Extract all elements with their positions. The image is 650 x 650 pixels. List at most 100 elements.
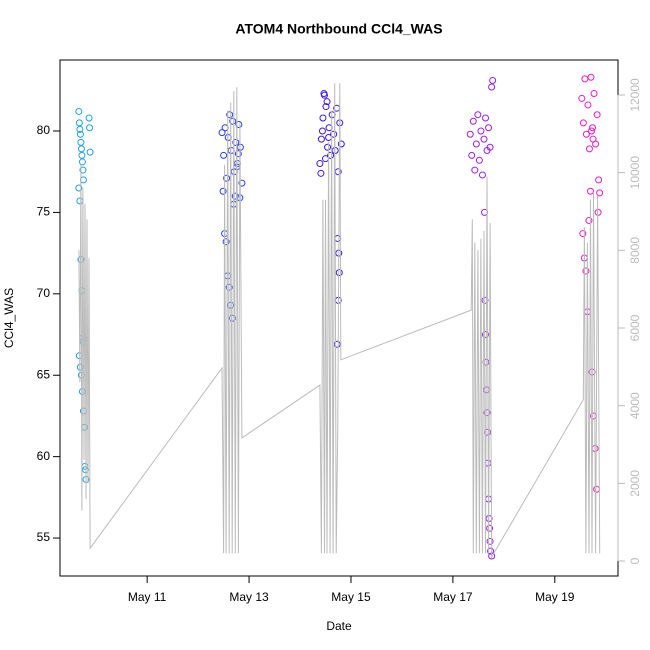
data-point	[79, 166, 87, 174]
y-tick-label: 80	[37, 123, 51, 137]
y-tick-label: 60	[37, 449, 51, 463]
data-point	[471, 166, 479, 174]
data-point	[593, 111, 601, 119]
data-point	[318, 127, 326, 135]
data-point	[478, 171, 486, 179]
y-axis-label: CCl4_WAS	[2, 288, 16, 348]
data-point	[324, 143, 332, 151]
data-point	[586, 187, 594, 195]
data-point	[593, 485, 601, 493]
data-point	[85, 114, 93, 122]
data-point	[582, 267, 590, 275]
data-point	[581, 75, 589, 83]
data-point	[227, 301, 235, 309]
data-point	[78, 287, 86, 295]
y-tick-label: 55	[37, 530, 51, 544]
data-point	[86, 148, 94, 156]
data-point	[225, 283, 233, 291]
data-point	[235, 120, 243, 128]
data-point	[75, 107, 83, 115]
data-point	[320, 90, 328, 98]
data-point	[480, 135, 488, 143]
data-point	[322, 103, 330, 111]
y-tick-label: 70	[37, 286, 51, 300]
data-point	[327, 151, 335, 159]
x-tick-label: May 13	[229, 590, 269, 604]
data-point	[584, 101, 592, 109]
x-tick-label: May 19	[535, 590, 575, 604]
data-point	[585, 217, 593, 225]
data-point	[77, 145, 85, 153]
data-point	[585, 145, 593, 153]
data-point	[234, 150, 242, 158]
data-point	[76, 130, 84, 138]
data-point	[319, 114, 327, 122]
data-point	[487, 547, 495, 555]
x-tick-label: May 15	[331, 590, 371, 604]
y2-tick-label: 2000	[628, 470, 642, 497]
data-point	[486, 524, 494, 532]
data-point	[482, 331, 490, 339]
data-point	[228, 314, 236, 322]
data-point	[317, 135, 325, 143]
data-point	[486, 537, 494, 545]
data-point	[488, 83, 496, 91]
data-point	[590, 90, 598, 98]
data-point	[238, 179, 246, 187]
data-point	[486, 143, 494, 151]
data-point	[76, 197, 84, 205]
data-point	[587, 73, 595, 81]
data-point	[466, 130, 474, 138]
data-point	[223, 174, 231, 182]
data-point	[226, 111, 234, 119]
y2-tick-label: 6000	[628, 314, 642, 341]
data-point	[77, 138, 85, 146]
y-tick-label: 75	[37, 205, 51, 219]
data-point	[337, 140, 345, 148]
data-point	[596, 189, 604, 197]
data-point	[589, 124, 597, 132]
y-tick-label: 65	[37, 367, 51, 381]
chart-title: ATOM4 Northbound CCl4_WAS	[235, 21, 442, 37]
data-point	[232, 138, 240, 146]
data-point	[323, 98, 331, 106]
data-point	[86, 124, 94, 132]
data-point	[220, 151, 228, 159]
y2-tick-label: 10000	[628, 156, 642, 190]
data-point	[219, 187, 227, 195]
data-point	[468, 151, 476, 159]
data-point	[579, 230, 587, 238]
data-point	[489, 77, 497, 85]
data-point	[229, 117, 237, 125]
data-point	[469, 117, 477, 125]
data-point	[218, 129, 226, 137]
data-point	[75, 184, 83, 192]
data-point	[472, 140, 480, 148]
data-point	[76, 125, 84, 133]
data-point	[482, 114, 490, 122]
data-point	[317, 169, 325, 177]
data-point	[578, 94, 586, 102]
data-point	[316, 160, 324, 168]
data-point	[588, 127, 596, 135]
y2-tick-label: 4000	[628, 392, 642, 419]
data-point	[75, 119, 83, 127]
y2-tick-label: 12000	[628, 78, 642, 112]
data-point	[477, 127, 485, 135]
data-point	[231, 192, 239, 200]
x-tick-label: May 17	[433, 590, 473, 604]
data-point	[222, 238, 230, 246]
data-point	[579, 119, 587, 127]
data-point	[78, 158, 86, 166]
data-point	[483, 409, 491, 417]
altitude-line	[78, 83, 601, 559]
x-axis-label: Date	[326, 619, 352, 633]
data-point	[78, 151, 86, 159]
data-point	[321, 155, 329, 163]
data-point	[589, 135, 597, 143]
data-point	[330, 130, 338, 138]
data-point	[582, 130, 590, 138]
data-point	[335, 269, 343, 277]
data-point	[595, 176, 603, 184]
